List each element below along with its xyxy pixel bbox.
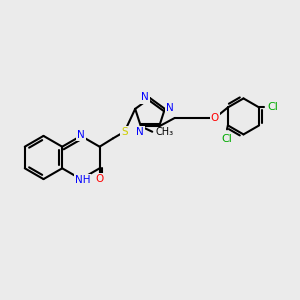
Text: N: N	[141, 92, 149, 103]
Text: O: O	[95, 174, 104, 184]
Text: N: N	[166, 103, 174, 113]
Text: O: O	[211, 113, 219, 123]
Text: NH: NH	[75, 175, 90, 185]
Text: N: N	[136, 127, 144, 137]
Text: S: S	[121, 127, 128, 137]
Text: Cl: Cl	[268, 102, 278, 112]
Text: Cl: Cl	[221, 134, 232, 144]
Text: CH₃: CH₃	[156, 127, 174, 137]
Text: N: N	[77, 130, 85, 140]
